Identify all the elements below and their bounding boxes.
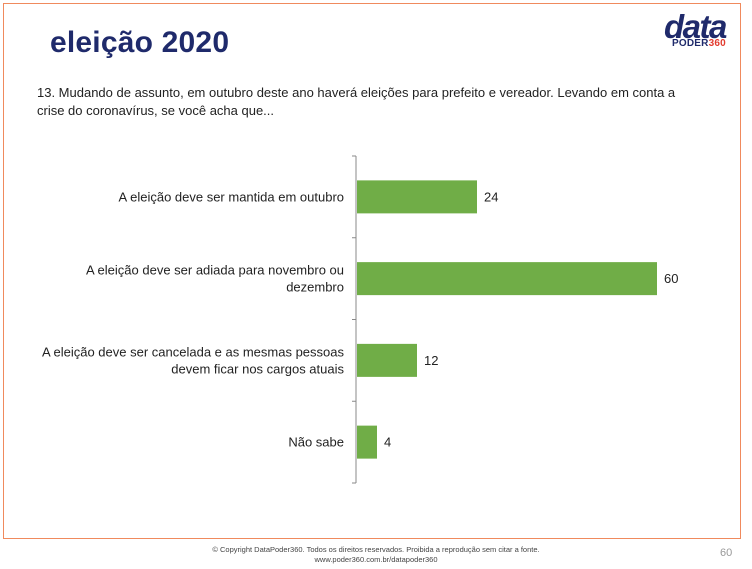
bar — [357, 262, 657, 296]
footer: © Copyright DataPoder360. Todos os direi… — [0, 545, 752, 565]
footer-url: www.poder360.com.br/datapoder360 — [314, 555, 438, 564]
logo-brand-360: 360 — [708, 38, 726, 49]
slide-title: eleição 2020 — [50, 26, 230, 59]
data-label: 4 — [384, 435, 391, 450]
data-label: 12 — [424, 353, 438, 368]
logo-brand: PODER360 — [672, 38, 726, 49]
bar — [357, 425, 377, 459]
category-label: dezembro — [286, 280, 344, 295]
category-label: devem ficar nos cargos atuais — [171, 361, 344, 376]
category-label: A eleição deve ser mantida em outubro — [119, 189, 344, 204]
category-label: A eleição deve ser adiada para novembro … — [86, 263, 344, 278]
bar — [357, 343, 417, 377]
category-label: A eleição deve ser cancelada e as mesmas… — [42, 344, 345, 359]
category-label: Não sabe — [288, 435, 344, 450]
bar — [357, 180, 477, 214]
question-text: 13. Mudando de assunto, em outubro deste… — [37, 85, 676, 118]
footer-copyright: © Copyright DataPoder360. Todos os direi… — [212, 545, 540, 554]
data-label: 60 — [664, 271, 678, 286]
datapoder360-logo: data PODER360 — [664, 8, 742, 49]
logo-brand-poder: PODER — [672, 38, 709, 49]
page-number: 60 — [720, 547, 733, 559]
slide-frame — [3, 3, 741, 539]
logo-word: data — [664, 8, 727, 45]
data-label: 24 — [484, 189, 498, 204]
